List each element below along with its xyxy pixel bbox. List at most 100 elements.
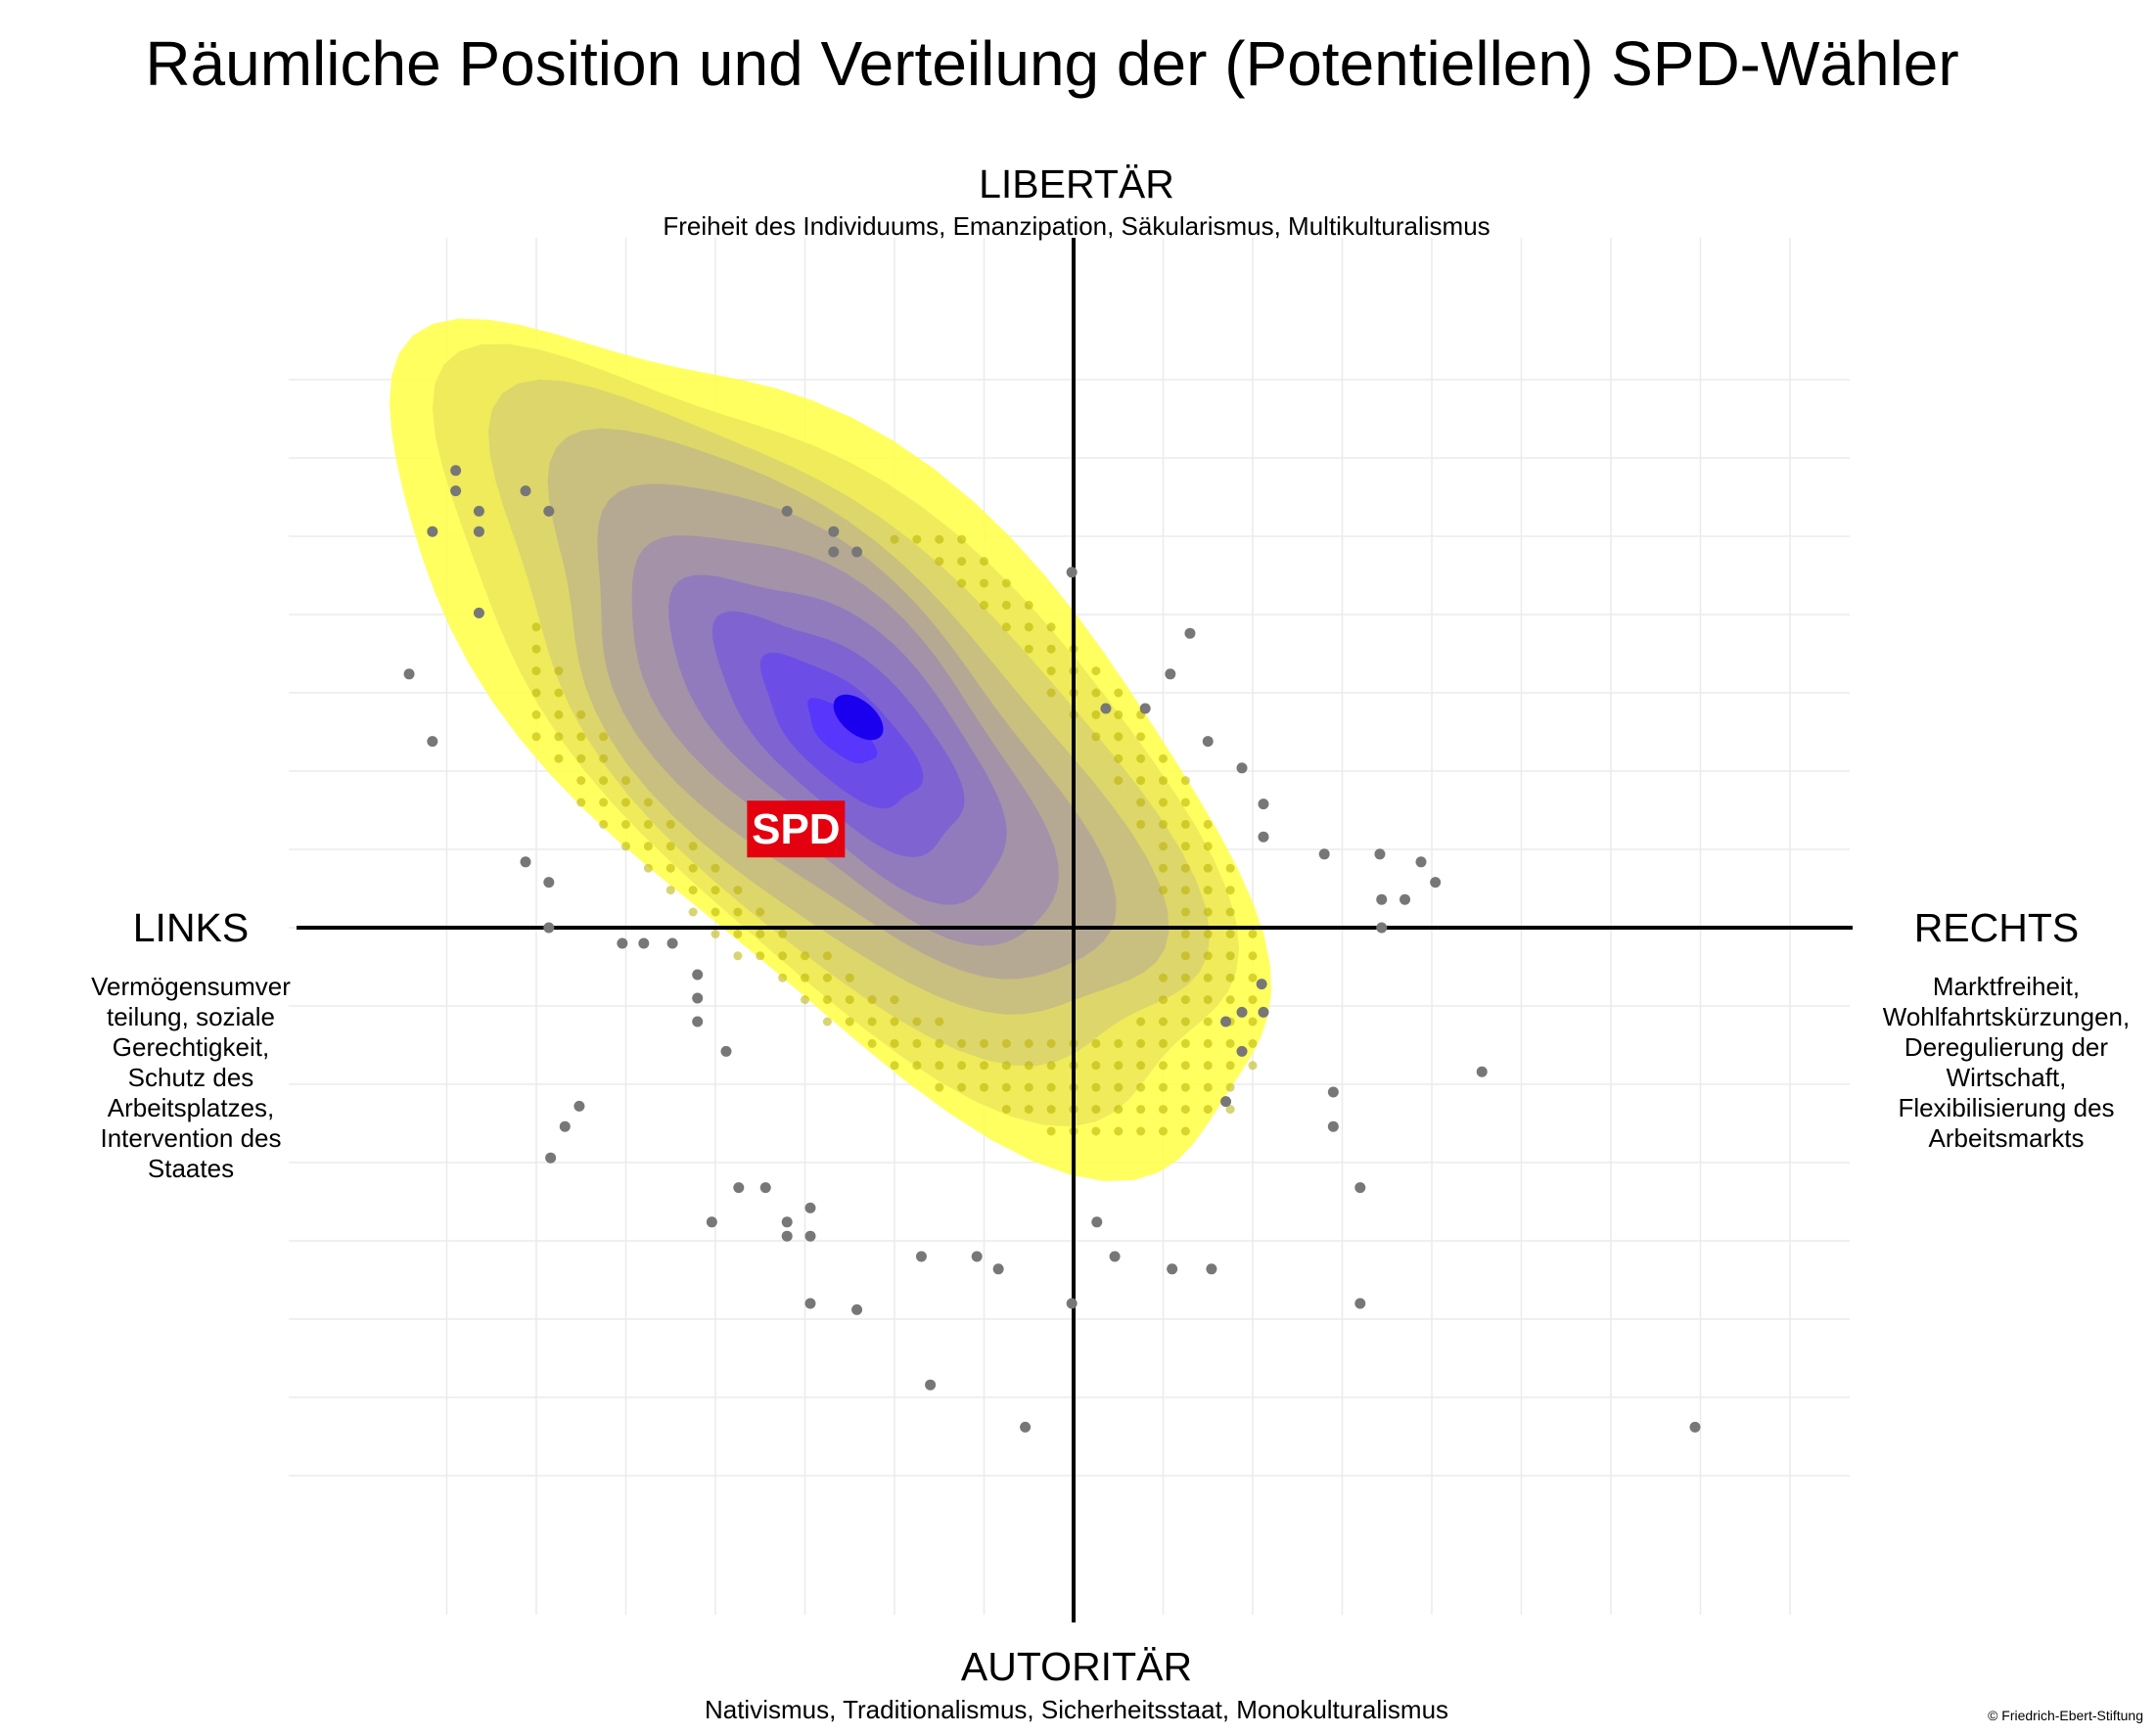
density-dot [1046, 688, 1056, 698]
data-point [520, 485, 531, 497]
density-dot [1091, 1082, 1101, 1092]
data-point [427, 736, 438, 748]
density-dot [1001, 1105, 1011, 1115]
density-dot [935, 1061, 944, 1071]
density-dot [1225, 907, 1235, 917]
density-dot [599, 776, 609, 786]
data-point [666, 937, 678, 949]
data-point [1109, 1251, 1121, 1262]
data-point [1206, 1263, 1217, 1275]
axis-left-label: LINKS [132, 905, 250, 950]
data-point [1689, 1421, 1701, 1433]
density-dot [665, 886, 675, 895]
data-point [1165, 668, 1176, 680]
density-dot [935, 1017, 944, 1027]
density-dot [1203, 1082, 1213, 1092]
density-dot [912, 1038, 922, 1048]
axis-top-description: Freiheit des Individuums, Emanzipation, … [663, 211, 1491, 241]
density-dot [822, 1017, 832, 1027]
density-dot [643, 819, 653, 829]
density-dot [845, 973, 854, 982]
density-dot [621, 798, 630, 807]
axis-left-description-line: Arbeitsplatzes, [107, 1093, 275, 1122]
density-dot [935, 557, 944, 567]
data-point [1354, 1298, 1366, 1309]
density-dot [1225, 1038, 1235, 1048]
density-dot [1091, 688, 1101, 698]
quadrant-axes [297, 238, 1853, 1622]
data-point [915, 1251, 927, 1262]
density-dot [801, 951, 809, 961]
density-dot [957, 1082, 967, 1092]
density-dot [1180, 863, 1190, 873]
density-dot [980, 600, 988, 610]
density-dot [576, 709, 586, 719]
data-point [1220, 1016, 1232, 1027]
density-dot [935, 1038, 944, 1048]
density-dot [1136, 798, 1146, 807]
density-dot [599, 798, 609, 807]
axis-right-description: Marktfreiheit, Wohlfahrtskürzungen, Dere… [1859, 972, 2153, 1154]
density-dot [1159, 798, 1168, 807]
density-dot [1114, 1105, 1124, 1115]
data-point [971, 1251, 983, 1262]
data-point [543, 505, 555, 517]
density-dot [1180, 951, 1190, 961]
data-point [1376, 922, 1388, 934]
axis-left-description-line: Vermögensumver [91, 972, 291, 1001]
axis-left-description-line: Staates [147, 1154, 235, 1183]
density-dot [554, 709, 564, 719]
density-dot [1136, 1017, 1146, 1027]
data-point [720, 1045, 732, 1057]
density-dot [1159, 1017, 1168, 1027]
density-dot [688, 886, 698, 895]
data-point [1202, 736, 1214, 748]
density-dot [1091, 1038, 1101, 1048]
density-dot [711, 886, 720, 895]
data-point [1236, 762, 1248, 774]
data-point [828, 525, 840, 537]
data-point [617, 937, 628, 949]
density-dot [957, 557, 967, 567]
axis-left-description: Vermögensumver teilung, soziale Gerechti… [59, 972, 323, 1184]
density-dot [733, 951, 743, 961]
data-point [1139, 703, 1151, 714]
data-point [706, 1216, 717, 1228]
data-point [1327, 1086, 1339, 1098]
density-dot [890, 1061, 899, 1071]
density-dot [957, 578, 967, 588]
density-dot [733, 886, 743, 895]
density-dot [1180, 798, 1190, 807]
density-dot [643, 798, 653, 807]
data-point [1091, 1216, 1103, 1228]
density-peak [833, 694, 884, 741]
density-dot [599, 753, 609, 763]
density-dot [1225, 1061, 1235, 1071]
density-dot [1203, 951, 1213, 961]
density-contour-band [807, 698, 878, 764]
axis-left-description-line: Intervention des [100, 1123, 282, 1153]
scatter-points [403, 465, 1701, 1433]
density-dot [1114, 753, 1124, 763]
density-dot [867, 1038, 877, 1048]
data-point [851, 546, 863, 558]
data-point [1374, 848, 1386, 860]
density-dot [1114, 776, 1124, 786]
density-dot [531, 732, 541, 742]
data-point [692, 1016, 704, 1027]
data-point [1167, 1263, 1178, 1275]
density-dot [1248, 995, 1258, 1005]
data-point [520, 856, 531, 868]
data-point [1415, 856, 1427, 868]
density-dot [1091, 709, 1101, 719]
axis-left-description-line: Gerechtigkeit, [112, 1032, 270, 1062]
density-dot [1046, 666, 1056, 676]
density-dot [1001, 578, 1011, 588]
density-dot [1136, 1126, 1146, 1136]
density-dot [1180, 1105, 1190, 1115]
data-point [450, 485, 462, 497]
density-dot [1024, 1082, 1033, 1092]
data-point [473, 607, 484, 618]
density-dot [1159, 842, 1168, 851]
density-dot [801, 973, 809, 982]
